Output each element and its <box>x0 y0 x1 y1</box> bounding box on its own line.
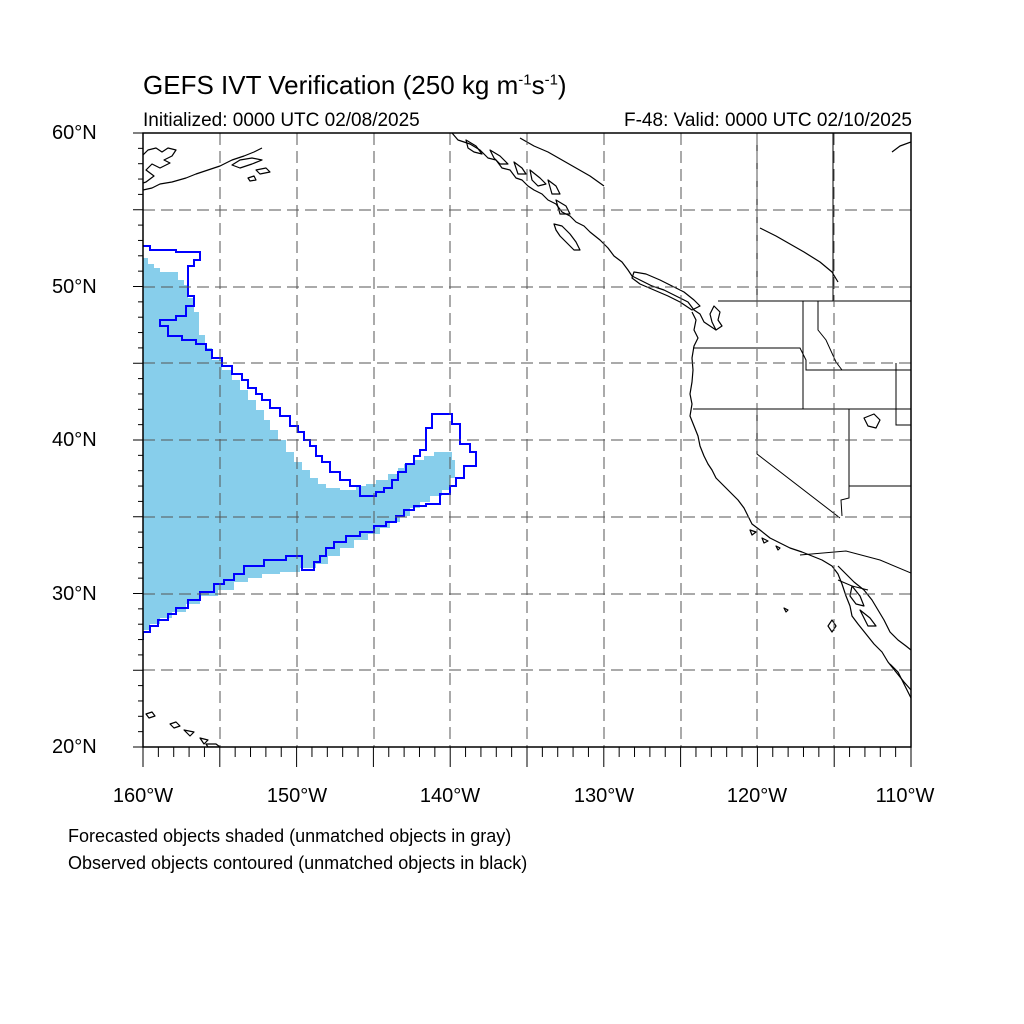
lon-label-150w: 150°W <box>266 785 328 807</box>
lon-label-130w: 130°W <box>573 785 635 807</box>
lat-label-30: 30°N <box>52 583 97 605</box>
observed-note: Observed objects contoured (unmatched ob… <box>68 853 528 873</box>
lon-label-160w: 160°W <box>112 785 174 807</box>
axis-ticks <box>133 132 912 767</box>
observed-ivt-contour <box>143 245 477 640</box>
lat-label-50: 50°N <box>52 276 97 298</box>
lat-label-20: 20°N <box>52 736 97 758</box>
map-title: GEFS IVT Verification (250 kg m-1s-1) <box>143 70 567 100</box>
lon-label-120w: 120°W <box>726 785 788 807</box>
lon-label-110w: 110°W <box>875 785 935 807</box>
graticule <box>143 133 911 747</box>
lon-label-140w: 140°W <box>419 785 481 807</box>
valid-time-label: F-48: Valid: 0000 UTC 02/10/2025 <box>624 110 912 131</box>
forecast-ivt-object <box>143 258 455 630</box>
political-boundaries <box>693 133 911 591</box>
lat-label-60: 60°N <box>52 122 97 144</box>
init-time-label: Initialized: 0000 UTC 02/08/2025 <box>143 110 420 131</box>
forecast-note: Forecasted objects shaded (unmatched obj… <box>68 826 512 846</box>
lat-label-40: 40°N <box>52 429 97 451</box>
